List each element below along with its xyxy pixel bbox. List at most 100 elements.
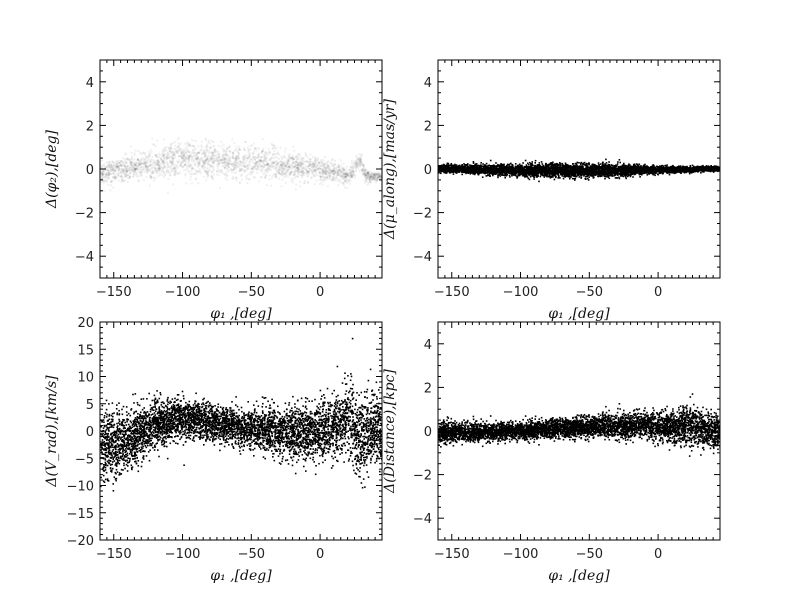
data-point: [361, 169, 363, 172]
data-point: [212, 141, 215, 143]
data-point: [312, 163, 315, 166]
data-point: [328, 175, 331, 177]
data-point: [353, 160, 356, 163]
data-point: [167, 178, 170, 180]
data-point: [129, 170, 132, 173]
data-point: [238, 147, 240, 150]
data-point: [194, 164, 197, 167]
data-point: [330, 172, 333, 175]
data-point: [303, 166, 305, 169]
data-point: [340, 175, 343, 177]
data-point: [311, 171, 314, 174]
data-point: [101, 170, 103, 173]
data-point: [288, 167, 291, 170]
data-point: [350, 174, 353, 177]
data-point: [325, 176, 328, 179]
data-point: [209, 146, 212, 149]
data-point: [345, 172, 348, 175]
data-point: [546, 170, 548, 173]
data-point: [318, 167, 320, 170]
data-point: [225, 154, 228, 157]
data-point: [228, 163, 231, 166]
data-point: [294, 155, 297, 158]
data-point: [269, 174, 272, 177]
data-point: [253, 151, 255, 154]
data-point: [112, 186, 115, 189]
data-point: [216, 170, 219, 173]
data-point: [176, 160, 178, 163]
y-tick-label: 2: [86, 119, 94, 134]
data-point: [354, 165, 357, 168]
data-point: [189, 165, 192, 168]
data-point: [332, 173, 335, 176]
data-point: [113, 163, 116, 166]
data-point: [352, 169, 354, 172]
data-point: [265, 153, 268, 156]
data-point: [341, 177, 344, 180]
data-point: [171, 157, 174, 160]
data-point: [157, 161, 160, 164]
data-point: [585, 176, 587, 178]
data-point: [364, 174, 367, 177]
data-point: [243, 148, 245, 151]
data-point: [364, 178, 367, 181]
data-point: [220, 159, 223, 161]
data-point: [321, 170, 324, 173]
data-point: [168, 157, 171, 160]
data-point: [102, 169, 104, 172]
data-point: [179, 155, 182, 158]
data-point: [293, 165, 296, 168]
data-point: [222, 159, 225, 162]
data-point: [308, 158, 311, 161]
data-point: [269, 151, 272, 154]
data-point: [120, 175, 122, 178]
data-point: [122, 180, 125, 183]
data-point: [337, 165, 340, 168]
data-point: [128, 158, 131, 161]
data-point: [204, 158, 207, 161]
data-point: [235, 171, 238, 174]
data-point: [211, 171, 214, 174]
data-point: [170, 161, 173, 164]
data-point: [452, 173, 455, 175]
data-point: [314, 161, 317, 164]
data-point: [220, 145, 223, 148]
data-point: [101, 173, 104, 176]
data-point: [210, 165, 213, 168]
data-point: [183, 158, 185, 161]
data-point: [269, 159, 271, 162]
data-point: [156, 167, 159, 170]
data-point: [112, 172, 115, 175]
data-point: [322, 159, 325, 162]
data-point: [101, 172, 104, 175]
data-point: [150, 166, 153, 169]
data-point: [376, 174, 379, 176]
data-point: [241, 173, 244, 176]
data-point: [187, 158, 190, 161]
data-point: [247, 157, 250, 160]
data-point: [378, 178, 381, 180]
data-point: [170, 160, 173, 163]
data-point: [197, 156, 200, 159]
data-point: [342, 167, 345, 170]
data-point: [338, 169, 341, 172]
data-point: [226, 178, 229, 181]
data-point: [324, 167, 327, 170]
data-point: [307, 170, 310, 173]
data-point: [185, 151, 188, 154]
data-point: [375, 179, 378, 182]
data-point: [264, 156, 267, 159]
data-point: [333, 163, 336, 166]
data-point: [337, 166, 340, 169]
data-point: [146, 170, 149, 173]
data-point: [305, 171, 308, 174]
data-point: [367, 176, 370, 179]
data-point: [372, 178, 374, 181]
data-point: [217, 159, 220, 162]
data-point: [266, 163, 269, 166]
data-point: [340, 170, 343, 172]
data-point: [109, 180, 112, 183]
data-point: [332, 172, 334, 174]
data-point: [275, 153, 278, 156]
data-point: [262, 150, 265, 152]
